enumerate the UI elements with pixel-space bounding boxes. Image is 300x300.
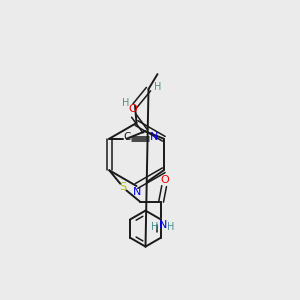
Text: N: N [133, 187, 142, 197]
Text: H: H [167, 222, 174, 232]
Text: H: H [122, 98, 129, 108]
Text: H: H [154, 82, 161, 92]
Text: O: O [160, 175, 169, 185]
Text: N: N [150, 132, 159, 142]
Text: H: H [151, 222, 158, 232]
Text: O: O [128, 104, 137, 114]
Text: N: N [158, 220, 167, 230]
Text: C: C [123, 132, 130, 142]
Text: S: S [119, 182, 126, 192]
